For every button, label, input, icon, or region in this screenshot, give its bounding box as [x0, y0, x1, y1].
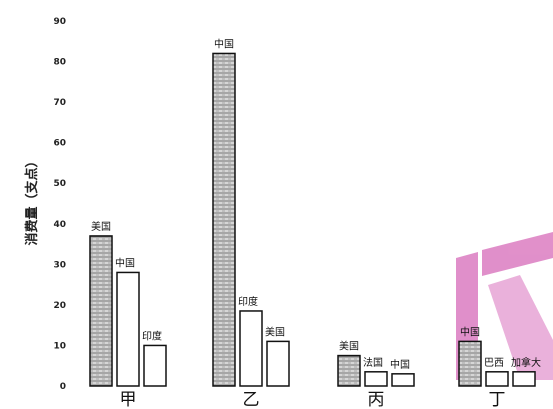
y-tick-label: 50	[53, 179, 66, 189]
bar-data-label: 中国	[214, 37, 234, 50]
bar-data-label: 中国	[460, 325, 480, 338]
bar-2-1	[212, 52, 236, 387]
bar-1-2	[116, 271, 140, 387]
bar-data-label: 中国	[390, 358, 410, 371]
bar-data-label: 印度	[238, 295, 258, 308]
bar-data-label: 中国	[115, 256, 135, 269]
bar-data-label: 巴西	[484, 357, 504, 369]
bar-4-2	[485, 371, 509, 387]
x-category-label: 甲	[120, 390, 137, 409]
y-tick-label: 90	[53, 17, 66, 27]
bar-data-label: 美国	[339, 340, 359, 353]
bar-1-1	[89, 235, 113, 387]
bar-data-label: 美国	[91, 220, 111, 233]
bar-data-label: 印度	[142, 329, 162, 342]
x-category-label: 乙	[243, 390, 260, 409]
y-tick-label: 10	[53, 341, 66, 351]
y-tick-label: 70	[53, 98, 66, 108]
bar-data-label: 法国	[363, 356, 383, 369]
y-tick-label: 30	[53, 260, 66, 270]
bar-2-2	[239, 310, 263, 387]
y-axis-title: 消费量（支点）	[24, 154, 40, 245]
bar-data-label: 加拿大	[511, 356, 541, 369]
bar-3-2	[364, 371, 388, 387]
y-tick-label: 0	[60, 382, 66, 392]
x-category-label: 丁	[489, 390, 506, 409]
y-tick-label: 60	[53, 139, 66, 149]
bar-1-3	[143, 344, 167, 387]
category-labels: 甲乙丙丁	[120, 390, 506, 409]
x-category-label: 丙	[368, 390, 385, 409]
bar-3-1	[337, 354, 361, 387]
bar-2-3	[266, 340, 290, 387]
y-tick-label: 40	[53, 220, 66, 230]
y-tick-label: 20	[53, 301, 66, 311]
bar-data-label: 美国	[265, 325, 285, 338]
y-axis: 0 10 20 30 40 50 60 70 80 90	[53, 17, 66, 392]
bar-4-1	[458, 340, 482, 387]
y-tick-label: 80	[53, 58, 66, 68]
bar-3-3	[391, 373, 415, 387]
bar-4-3	[512, 371, 536, 387]
